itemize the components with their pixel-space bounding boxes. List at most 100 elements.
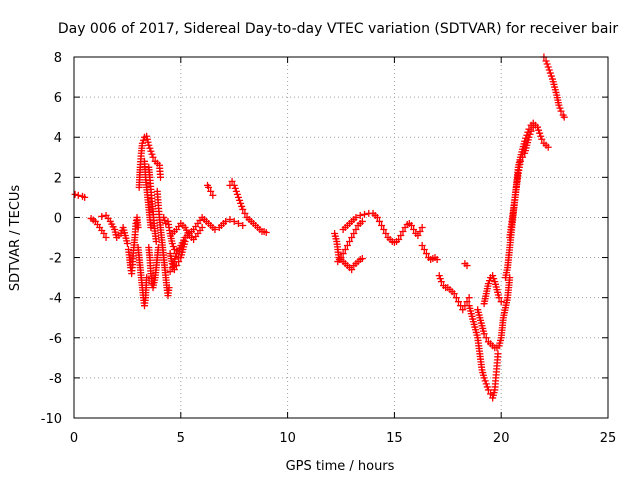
data-point [437, 278, 445, 286]
data-point [422, 250, 430, 258]
data-point [494, 350, 502, 358]
data-point [234, 219, 242, 227]
data-point [146, 144, 154, 152]
data-point [226, 215, 234, 223]
data-point [143, 135, 151, 143]
data-point [100, 229, 108, 237]
data-point [160, 213, 168, 221]
data-point [490, 275, 498, 283]
data-point [134, 223, 142, 231]
data-point [360, 210, 368, 218]
data-point [238, 202, 246, 210]
data-point [98, 212, 106, 220]
y-tick-label: -8 [49, 372, 62, 387]
data-point [356, 211, 364, 219]
y-tick-label: 2 [54, 171, 62, 186]
data-point [414, 231, 422, 239]
data-point [378, 221, 386, 229]
data-point [463, 262, 471, 270]
data-point [373, 213, 381, 221]
y-tick-label: 6 [54, 91, 62, 106]
data-point [198, 223, 206, 231]
data-point [516, 157, 524, 165]
grid [74, 57, 608, 418]
data-point [147, 223, 155, 231]
data-point [143, 132, 151, 140]
data-point [481, 377, 489, 385]
x-axis-label: GPS time / hours [286, 459, 395, 474]
data-point [407, 221, 415, 229]
data-point [418, 223, 426, 231]
data-point [144, 138, 152, 146]
data-point [497, 298, 505, 306]
data-point [375, 217, 383, 225]
data-point [463, 298, 471, 306]
x-tick-label: 10 [279, 431, 296, 446]
ticks [73, 56, 609, 419]
data-point [123, 240, 131, 248]
data-point [484, 386, 492, 394]
data-point [544, 143, 552, 151]
data-point [233, 190, 241, 198]
data-point [433, 256, 441, 264]
data-point [207, 187, 215, 195]
data-point [538, 135, 546, 143]
data-point [239, 205, 247, 213]
data-point [420, 246, 428, 254]
data-point [452, 294, 460, 302]
data-point [395, 236, 403, 244]
data-point [483, 383, 491, 391]
y-tick-label: 0 [54, 211, 62, 226]
data-point [81, 193, 89, 201]
chart-title: Day 006 of 2017, Sidereal Day-to-day VTE… [58, 21, 619, 37]
data-point [346, 238, 354, 246]
y-tick-labels: -10 -8 -6 -4 -2 0 2 4 6 8 [41, 51, 62, 427]
data-point [410, 225, 418, 233]
data-point [525, 133, 533, 141]
data-point [352, 213, 360, 221]
data-point [230, 181, 238, 189]
data-point [358, 217, 366, 225]
data-point [482, 380, 490, 388]
data-point [228, 177, 236, 185]
data-point [416, 227, 424, 235]
data-point [535, 126, 543, 134]
data-point [556, 104, 564, 112]
data-point [358, 255, 366, 263]
data-point [237, 199, 245, 207]
data-point [239, 221, 247, 229]
data-point [71, 190, 79, 198]
data-point [436, 275, 444, 283]
data-point [231, 184, 239, 192]
data-point [484, 280, 492, 288]
y-tick-label: 8 [54, 51, 62, 66]
data-point [382, 229, 390, 237]
data-point [529, 123, 537, 131]
data-point [547, 72, 555, 80]
data-point [102, 234, 110, 241]
data-point [397, 231, 405, 239]
data-point [380, 225, 388, 233]
data-point [147, 147, 155, 155]
data-point [161, 216, 169, 224]
data-point [74, 191, 82, 199]
x-tick-label: 5 [177, 431, 185, 446]
data-point [138, 139, 146, 147]
data-point [211, 225, 219, 233]
data-point [236, 196, 244, 204]
data-point [348, 234, 356, 241]
data-point [485, 277, 493, 285]
data-point [435, 272, 443, 280]
data-point [341, 246, 349, 254]
data-point [537, 132, 545, 140]
data-points [71, 53, 568, 402]
data-point [232, 187, 240, 195]
data-point [480, 374, 488, 382]
data-point [205, 183, 213, 191]
data-point [350, 229, 358, 237]
data-point [542, 57, 550, 65]
data-point [399, 227, 407, 235]
x-tick-labels: 0 5 10 15 20 25 [70, 431, 616, 446]
plot-frame [73, 56, 609, 419]
